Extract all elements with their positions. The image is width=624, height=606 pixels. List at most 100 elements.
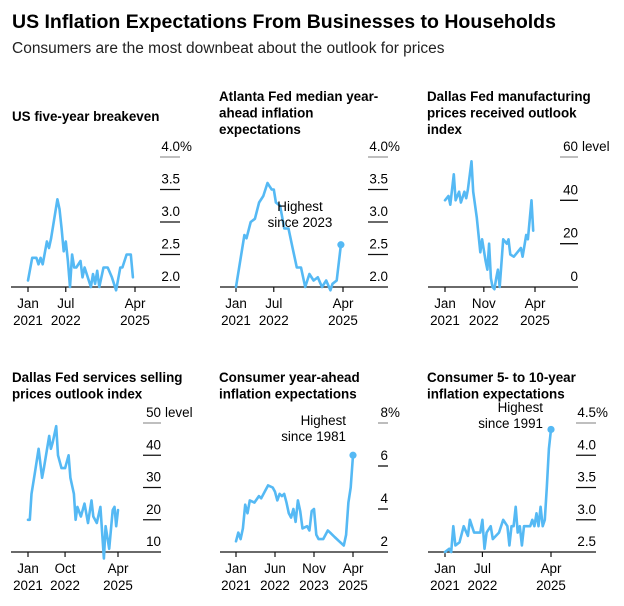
chart-subtitle: Consumers are the most downbeat about th… xyxy=(12,40,445,57)
x-tick-label-year: 2025 xyxy=(520,313,550,328)
y-tick-label: 0 xyxy=(571,269,578,284)
panel-6: Consumer 5- to 10-year inflation expectat… xyxy=(427,370,608,593)
x-tick-label-year: 2025 xyxy=(120,313,150,328)
y-unit-label: % xyxy=(596,405,608,420)
series-line xyxy=(234,454,355,547)
y-unit-label: level xyxy=(582,139,610,154)
x-tick-label-month: Jan xyxy=(17,561,39,576)
y-unit-label: % xyxy=(388,405,400,420)
x-tick-label-year: 2025 xyxy=(328,313,358,328)
series-line xyxy=(443,160,535,291)
y-tick-label: 2.0 xyxy=(161,269,180,284)
annotation-text: since 2023 xyxy=(268,215,333,230)
panel-title: prices received outlook xyxy=(427,106,577,121)
panel-title: prices outlook index xyxy=(12,387,143,402)
y-tick-label: 6 xyxy=(381,448,388,463)
panel-title: US five-year breakeven xyxy=(12,109,159,124)
x-tick-label-month: Apr xyxy=(541,561,562,576)
y-tick-label: 20 xyxy=(146,502,161,517)
panel-3: Dallas Fed manufacturing prices received … xyxy=(427,89,610,328)
y-tick-label: 3.0 xyxy=(161,204,180,219)
y-tick-label: 4.0 xyxy=(577,437,596,452)
x-tick-label-year: 2022 xyxy=(51,313,81,328)
panel-title: expectations xyxy=(219,122,301,137)
panel-1: US five-year breakeven 2.0 2.5 3.0 3.5 4.0 % Ja… xyxy=(11,109,192,328)
x-tick-label-month: Nov xyxy=(302,561,326,576)
y-tick-label: 2.5 xyxy=(161,237,180,252)
x-tick-label-year: 2021 xyxy=(430,313,460,328)
panel-title: Consumer year-ahead xyxy=(219,370,360,385)
y-unit-label: % xyxy=(388,139,400,154)
x-tick-label-month: Oct xyxy=(55,561,76,576)
panel-title: Consumer 5- to 10-year xyxy=(427,370,577,385)
series-line xyxy=(234,181,343,292)
x-tick-label-month: Apr xyxy=(525,296,546,311)
x-tick-label-month: Jun xyxy=(264,561,286,576)
annotation-text: Highest xyxy=(498,400,544,415)
y-tick-label: 60 xyxy=(563,139,578,154)
panel-4: Dallas Fed services selling prices outloo… xyxy=(11,370,193,593)
x-tick-label-year: 2025 xyxy=(338,578,368,593)
y-tick-label: 3.5 xyxy=(577,470,596,485)
y-tick-label: 40 xyxy=(563,182,578,197)
panel-title: Dallas Fed services selling xyxy=(12,370,182,385)
y-tick-label: 4.0 xyxy=(369,139,388,154)
y-tick-label: 50 xyxy=(146,405,161,420)
y-tick-label: 4 xyxy=(381,491,389,506)
chart-title: US Inflation Expectations From Businesse… xyxy=(12,11,556,33)
x-tick-label-year: 2022 xyxy=(260,578,290,593)
x-tick-label-year: 2022 xyxy=(469,313,499,328)
highlight-point xyxy=(547,425,555,434)
y-tick-label: 2.5 xyxy=(369,237,388,252)
panel-title: inflation expectations xyxy=(219,387,357,402)
x-tick-label-year: 2021 xyxy=(13,313,43,328)
panel-title: Dallas Fed manufacturing xyxy=(427,89,591,104)
x-tick-label-month: Jan xyxy=(17,296,39,311)
x-tick-label-month: Jul xyxy=(57,296,74,311)
panel-5: Consumer year-ahead inflation expectation… xyxy=(219,370,400,593)
y-tick-label: 2.0 xyxy=(369,269,388,284)
y-tick-label: 2.5 xyxy=(577,534,596,549)
y-tick-label: 8 xyxy=(381,405,388,420)
annotation-text: since 1991 xyxy=(478,416,543,431)
series-line xyxy=(26,198,135,292)
x-tick-label-month: Jul xyxy=(474,561,491,576)
annotation-text: since 1981 xyxy=(281,429,346,444)
y-tick-label: 2 xyxy=(381,534,388,549)
y-tick-label: 3.5 xyxy=(369,172,388,187)
x-tick-label-year: 2022 xyxy=(468,578,498,593)
y-tick-label: 3.0 xyxy=(577,502,596,517)
x-tick-label-month: Jan xyxy=(225,296,247,311)
x-tick-label-month: Apr xyxy=(108,561,129,576)
x-tick-label-year: 2021 xyxy=(221,578,251,593)
x-tick-label-month: Jul xyxy=(265,296,282,311)
panel-title: inflation expectations xyxy=(427,387,565,402)
x-tick-label-month: Apr xyxy=(333,296,354,311)
x-tick-label-month: Apr xyxy=(343,561,364,576)
x-tick-label-year: 2025 xyxy=(536,578,566,593)
x-tick-label-year: 2022 xyxy=(259,313,289,328)
x-tick-label-month: Jan xyxy=(225,561,247,576)
y-unit-label: level xyxy=(165,405,193,420)
panel-title: ahead inflation xyxy=(219,106,314,121)
x-tick-label-month: Jan xyxy=(434,296,456,311)
panel-title: Atlanta Fed median year- xyxy=(219,89,378,104)
y-tick-label: 3.0 xyxy=(369,204,388,219)
x-tick-label-month: Jan xyxy=(434,561,456,576)
y-tick-label: 10 xyxy=(146,534,161,549)
y-tick-label: 30 xyxy=(146,470,161,485)
x-tick-label-year: 2023 xyxy=(299,578,329,593)
x-tick-label-month: Nov xyxy=(472,296,496,311)
annotation-text: Highest xyxy=(301,413,347,428)
y-tick-label: 40 xyxy=(146,437,161,452)
x-tick-label-year: 2021 xyxy=(221,313,251,328)
annotation-text: Highest xyxy=(277,199,323,214)
x-tick-label-year: 2021 xyxy=(13,578,43,593)
y-unit-label: % xyxy=(180,139,192,154)
y-tick-label: 4.0 xyxy=(161,139,180,154)
x-tick-label-year: 2025 xyxy=(103,578,133,593)
x-tick-label-month: Apr xyxy=(125,296,146,311)
series-line xyxy=(443,428,553,554)
series-line xyxy=(26,424,120,560)
highlight-point xyxy=(337,241,345,249)
